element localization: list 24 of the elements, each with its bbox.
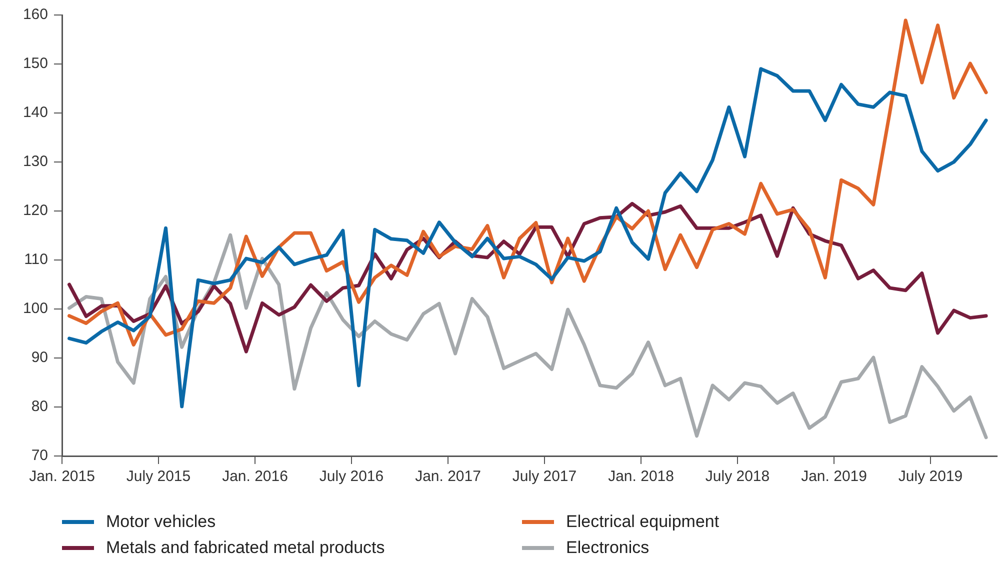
x-tick-label: July 2018 (705, 468, 770, 486)
y-tick-label: 130 (22, 153, 48, 170)
x-tick-label: July 2016 (319, 468, 384, 486)
x-tick-label: Jan. 2018 (608, 468, 674, 486)
y-tick-label: 150 (22, 55, 48, 72)
y-tick-label: 70 (31, 447, 48, 464)
x-tick-label: July 2017 (512, 468, 577, 486)
y-tick-label: 100 (22, 300, 48, 318)
x-tick-label: Jan. 2019 (801, 468, 867, 486)
y-tick-label: 160 (22, 6, 48, 24)
x-tick-label: July 2019 (898, 468, 963, 486)
y-tick-label: 140 (22, 104, 48, 122)
x-tick-label: July 2015 (126, 468, 191, 486)
x-tick-label: Jan. 2017 (415, 468, 481, 486)
legend-label: Motor vehicles (106, 512, 216, 532)
y-tick-label: 90 (31, 349, 48, 366)
y-tick-label: 80 (31, 398, 48, 416)
x-tick-label: Jan. 2015 (29, 468, 95, 486)
legend-label: Electrical equipment (566, 512, 720, 532)
x-tick-label: Jan. 2016 (222, 468, 288, 486)
y-tick-label: 110 (24, 251, 48, 268)
legend-label: Metals and fabricated metal products (106, 538, 385, 558)
legend-label: Electronics (566, 538, 650, 558)
y-tick-label: 120 (22, 202, 48, 220)
